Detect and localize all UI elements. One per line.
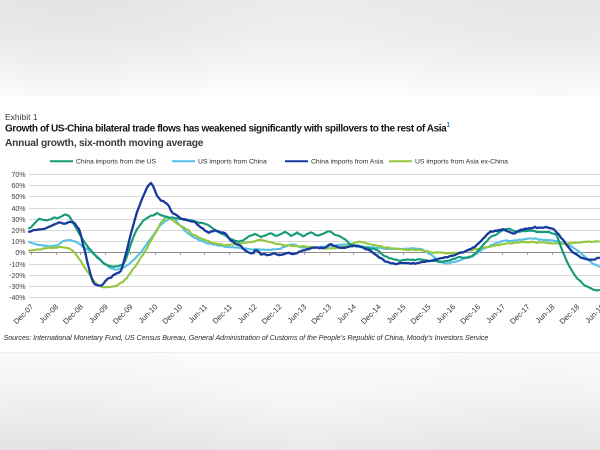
svg-text:Dec-13: Dec-13 bbox=[309, 302, 333, 326]
svg-text:Dec-07: Dec-07 bbox=[12, 302, 36, 326]
svg-text:20%: 20% bbox=[11, 228, 25, 235]
svg-text:10%: 10% bbox=[11, 239, 25, 246]
svg-text:Jun-10: Jun-10 bbox=[137, 302, 160, 325]
svg-text:Dec-15: Dec-15 bbox=[409, 302, 433, 326]
svg-text:Jun-16: Jun-16 bbox=[434, 302, 457, 325]
svg-text:Jun-15: Jun-15 bbox=[385, 302, 408, 325]
svg-text:Jun-08: Jun-08 bbox=[37, 302, 60, 325]
svg-text:Jun-14: Jun-14 bbox=[335, 302, 358, 325]
svg-text:Dec-16: Dec-16 bbox=[458, 302, 482, 326]
svg-text:US imports from Asia ex-China: US imports from Asia ex-China bbox=[415, 159, 508, 166]
svg-text:Dec-18: Dec-18 bbox=[558, 302, 582, 326]
svg-text:70%: 70% bbox=[11, 172, 25, 179]
svg-text:30%: 30% bbox=[11, 217, 25, 224]
svg-text:Jun-19: Jun-19 bbox=[583, 302, 600, 325]
svg-text:Dec-08: Dec-08 bbox=[61, 302, 85, 326]
svg-text:China imports from Asia: China imports from Asia bbox=[311, 159, 383, 166]
svg-text:-40%: -40% bbox=[9, 295, 25, 302]
svg-text:Dec-14: Dec-14 bbox=[359, 302, 383, 326]
svg-text:-20%: -20% bbox=[9, 273, 25, 280]
svg-text:Jun-11: Jun-11 bbox=[187, 302, 209, 324]
svg-text:Jun-18: Jun-18 bbox=[534, 302, 557, 325]
svg-text:40%: 40% bbox=[11, 206, 25, 213]
svg-text:US imports from China: US imports from China bbox=[198, 159, 267, 166]
svg-text:0%: 0% bbox=[15, 250, 25, 257]
svg-text:-30%: -30% bbox=[9, 284, 25, 291]
svg-text:Jun-13: Jun-13 bbox=[286, 302, 309, 325]
svg-text:60%: 60% bbox=[11, 183, 25, 190]
svg-text:Dec-12: Dec-12 bbox=[260, 302, 284, 326]
svg-text:Jun-17: Jun-17 bbox=[484, 302, 507, 325]
svg-text:Jun-09: Jun-09 bbox=[87, 302, 110, 325]
svg-text:Dec-17: Dec-17 bbox=[508, 302, 532, 326]
svg-text:Jun-12: Jun-12 bbox=[236, 302, 259, 325]
svg-text:China imports from the US: China imports from the US bbox=[76, 159, 157, 166]
svg-text:Dec-10: Dec-10 bbox=[161, 302, 185, 326]
svg-text:Dec-11: Dec-11 bbox=[211, 302, 234, 325]
svg-text:50%: 50% bbox=[11, 194, 25, 201]
svg-text:Dec-09: Dec-09 bbox=[111, 302, 135, 326]
svg-text:-10%: -10% bbox=[9, 262, 25, 269]
